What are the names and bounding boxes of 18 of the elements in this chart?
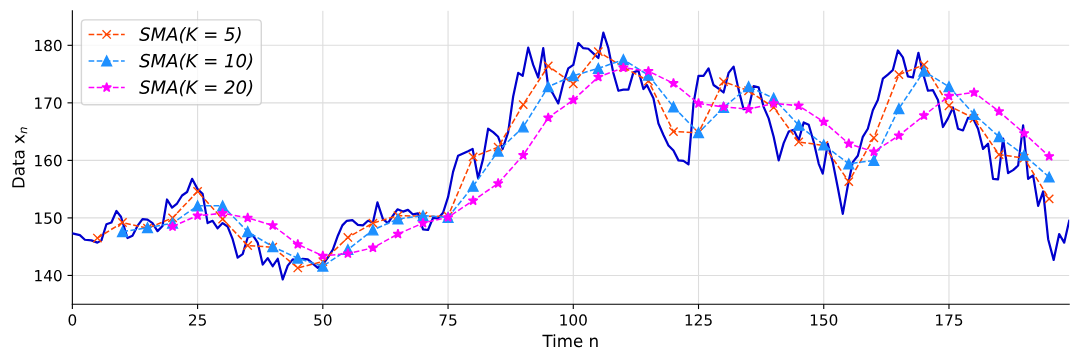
x-tick-label: 125 [685,314,712,326]
x-tick-label: 25 [188,314,206,326]
x-tick-label: 150 [810,314,838,326]
y-tick-label: 170 [35,97,62,109]
legend-label: SMA(K = 5) [139,27,241,44]
x-axis-title: Time n [542,334,598,348]
x-tick-label: 175 [936,314,963,326]
legend-label: SMA(K = 20) [139,80,253,97]
y-axis-title: Data x$_{n}$ [12,127,28,188]
x-tick-label: 100 [560,314,587,326]
legend-label: SMA(K = 10) [139,53,253,70]
x-tick-label: 0 [68,314,77,326]
x-tick-label: 75 [439,314,457,326]
y-tick-label: 160 [35,154,62,167]
y-tick-label: 140 [35,269,62,282]
y-tick-label: 150 [35,212,62,224]
x-tick-label: 50 [314,314,332,326]
y-tick-label: 180 [35,39,62,52]
